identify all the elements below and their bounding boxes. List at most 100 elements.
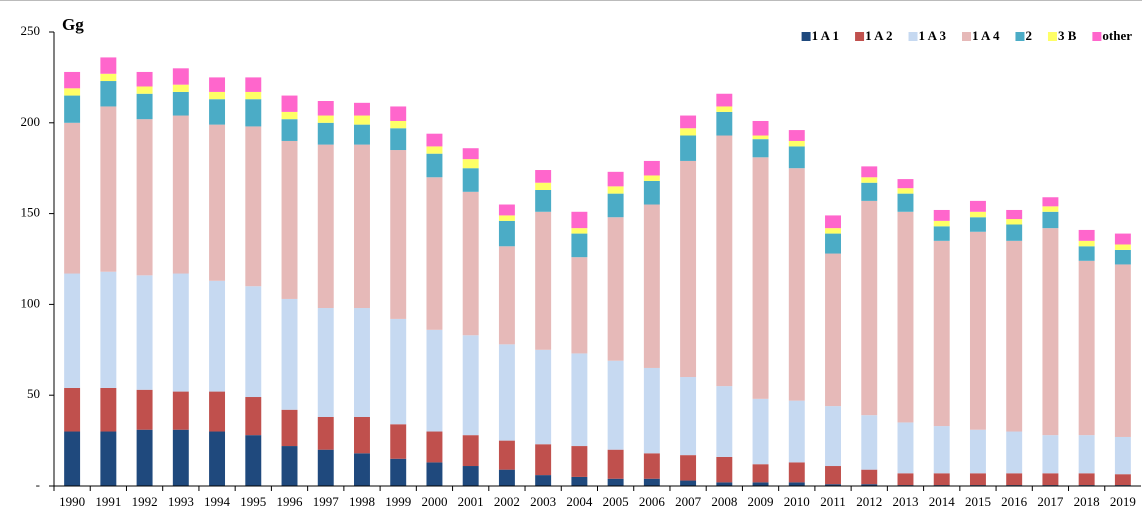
bar-segment xyxy=(245,286,262,398)
bar-segment xyxy=(426,329,443,432)
bar-segment xyxy=(788,168,805,401)
bar-segment xyxy=(100,73,117,82)
bar-segment xyxy=(643,160,660,176)
legend-swatch xyxy=(908,32,918,41)
x-tick-label: 2002 xyxy=(494,494,520,509)
bar-segment xyxy=(607,478,624,486)
bar-segment xyxy=(281,95,298,112)
bar-segment xyxy=(933,240,950,427)
bar-segment xyxy=(969,211,986,218)
bar-segment xyxy=(680,115,697,129)
bar-segment xyxy=(462,191,479,336)
bar-segment xyxy=(498,469,515,486)
bar-segment xyxy=(716,93,733,107)
bar-segment xyxy=(100,57,117,74)
bar-segment xyxy=(680,455,697,481)
bar-segment xyxy=(245,99,262,127)
bar-segment xyxy=(643,175,660,181)
bar-segment xyxy=(1078,435,1095,474)
bar-segment xyxy=(1006,209,1023,220)
bar-segment xyxy=(390,128,407,151)
bar-segment xyxy=(172,273,189,392)
bar-segment xyxy=(788,140,805,147)
bar-segment xyxy=(354,416,370,454)
bar-segment xyxy=(1114,436,1131,475)
bar-segment xyxy=(136,429,153,486)
bar-segment xyxy=(462,159,479,169)
bar-segment xyxy=(607,171,624,187)
legend-label: 2 xyxy=(1025,28,1032,43)
bar-segment xyxy=(1042,211,1059,229)
bar-segment xyxy=(969,473,986,486)
bar-segment xyxy=(643,453,660,479)
bar-segment xyxy=(136,275,153,390)
x-tick-label: 2007 xyxy=(675,494,702,509)
bar-segment xyxy=(825,233,841,254)
x-tick-label: 1997 xyxy=(313,494,340,509)
x-tick-label: 2000 xyxy=(421,494,447,509)
bar-segment xyxy=(607,360,624,450)
bar-segment xyxy=(1078,229,1095,241)
bar-segment xyxy=(281,446,298,486)
bar-segment xyxy=(1114,244,1131,250)
bar-segment xyxy=(933,426,950,474)
bar-segment xyxy=(426,431,443,463)
bar-segment xyxy=(1006,224,1023,241)
bar-segment xyxy=(535,349,552,445)
bar-segment xyxy=(1078,260,1095,436)
bar-segment xyxy=(136,71,153,87)
bar-segment xyxy=(643,367,660,454)
bar-segment xyxy=(933,209,950,221)
bar-segment xyxy=(716,106,733,112)
x-tick-label: 2016 xyxy=(1001,494,1028,509)
x-tick-label: 1998 xyxy=(349,494,375,509)
legend-label: 1 A 1 xyxy=(812,28,839,43)
bar-segment xyxy=(317,122,334,145)
x-tick-label: 2019 xyxy=(1110,494,1136,509)
bar-segment xyxy=(535,211,552,350)
bar-segment xyxy=(172,429,189,486)
legend-swatch xyxy=(1092,32,1102,41)
bar-segment xyxy=(281,119,298,141)
bar-segment xyxy=(825,215,841,229)
bar-segment xyxy=(354,124,370,145)
bar-segment xyxy=(100,271,117,388)
bar-segment xyxy=(390,458,407,486)
bar-segment xyxy=(317,144,334,309)
y-tick-label: 50 xyxy=(27,386,40,401)
bar-segment xyxy=(861,166,878,178)
bar-segment xyxy=(245,397,262,436)
bar-segment xyxy=(969,217,986,232)
bar-segment xyxy=(969,231,986,430)
x-tick-label: 2005 xyxy=(603,494,629,509)
bar-segment xyxy=(354,115,370,125)
bar-segment xyxy=(680,480,697,486)
bar-segment xyxy=(752,120,769,136)
bar-segment xyxy=(716,111,733,136)
bar-segment xyxy=(535,475,552,486)
y-axis-title: Gg xyxy=(62,15,84,34)
legend-label: other xyxy=(1102,28,1132,43)
bar-segment xyxy=(1042,228,1059,436)
bar-segment xyxy=(317,308,334,417)
bar-segment xyxy=(281,111,298,120)
bar-segment xyxy=(172,68,189,85)
bar-segment xyxy=(571,476,588,486)
bar-segment xyxy=(1078,473,1095,486)
bar-segment xyxy=(716,135,733,387)
x-tick-label: 2003 xyxy=(530,494,556,509)
bar-segment xyxy=(64,431,81,486)
bar-segment xyxy=(390,150,407,319)
bar-segment xyxy=(136,119,153,276)
bar-segment xyxy=(643,478,660,486)
bar-segment xyxy=(933,226,950,241)
bar-segment xyxy=(825,466,841,485)
bar-segment xyxy=(245,91,262,100)
bar-segment xyxy=(571,228,588,234)
bar-segment xyxy=(136,86,153,94)
bar-segment xyxy=(172,91,189,116)
bar-segment xyxy=(64,273,81,388)
bar-segment xyxy=(64,387,81,432)
bar-segment xyxy=(245,126,262,287)
bar-segment xyxy=(788,462,805,483)
